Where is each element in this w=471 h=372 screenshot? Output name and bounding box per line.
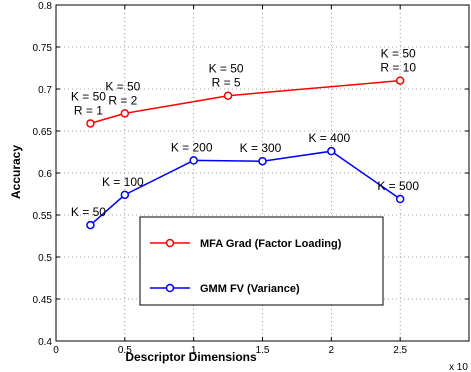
legend-label-gmm: GMM FV (Variance) [200,283,300,295]
y-tick-label: 0.55 [33,211,53,222]
series-line-0 [90,79,401,125]
x-tick-label: 1.5 [256,345,270,356]
y-tick-label: 0.8 [38,1,52,12]
data-label: K = 400 [308,131,350,145]
grid [56,5,469,341]
series-0-point [223,91,233,100]
x-tick-label: 0 [53,345,59,356]
y-tick-label: 0.75 [33,43,53,54]
y-tick-label: 0.4 [38,337,52,348]
series-1-point [86,220,95,230]
legend-box [139,216,384,306]
x-tick-label: 2 [329,345,335,356]
y-tick-label: 0.45 [33,295,53,306]
series-1-point [189,156,198,165]
series-1-point [395,194,405,204]
y-tick-label: 0.7 [38,85,52,96]
data-label: K = 50 [105,79,140,93]
legend-marker-mfa [165,238,175,248]
data-label: R = 1 [74,103,103,117]
y-axis-label: Accuracy [9,145,23,199]
series-1-point [258,156,267,166]
legend: MFA Grad (Factor Loading) GMM FV (Varian… [139,216,384,306]
x-axis-label: Descriptor Dimensions [125,350,257,364]
y-tick-label: 0.65 [33,127,53,138]
x-tick-label: 0.5 [118,345,132,356]
series-0-point [86,119,95,128]
x-tick-label: 2.5 [393,345,407,356]
data-label: K = 200 [171,140,213,154]
data-label: K = 500 [377,179,419,193]
series-group [86,76,405,230]
data-label: K = 100 [102,175,144,189]
data-label: K = 50 [71,89,106,103]
y-tick-label: 0.5 [38,253,52,264]
series-line-1 [89,150,401,226]
data-label: K = 50 [381,47,416,61]
data-label: K = 50 [209,62,244,76]
series-0-point [395,76,405,85]
x-tick-label: 1 [191,345,197,356]
data-label: R = 10 [380,61,416,75]
axis-ticks: 0 0.5 1 1.5 2 2.5 0.4 0.45 0.5 0.55 0.6 0.65 0.7 0.75… [33,1,469,356]
data-label: K = 50 [71,205,106,219]
y-tick-label: 0.6 [38,169,52,180]
legend-label-mfa: MFA Grad (Factor Loading) [200,238,342,250]
data-label: R = 5 [212,76,241,90]
series-1-point [120,190,130,200]
annotations: K = 50R = 1K = 50R = 2K = 50R = 5K = 50R… [71,47,419,219]
data-label: R = 2 [108,93,137,107]
legend-marker-gmm [165,283,175,293]
x-multiplier-label: x 10 [449,362,468,372]
data-label: K = 300 [240,141,282,155]
series-0-point [120,109,130,118]
series-1-point [327,146,336,156]
